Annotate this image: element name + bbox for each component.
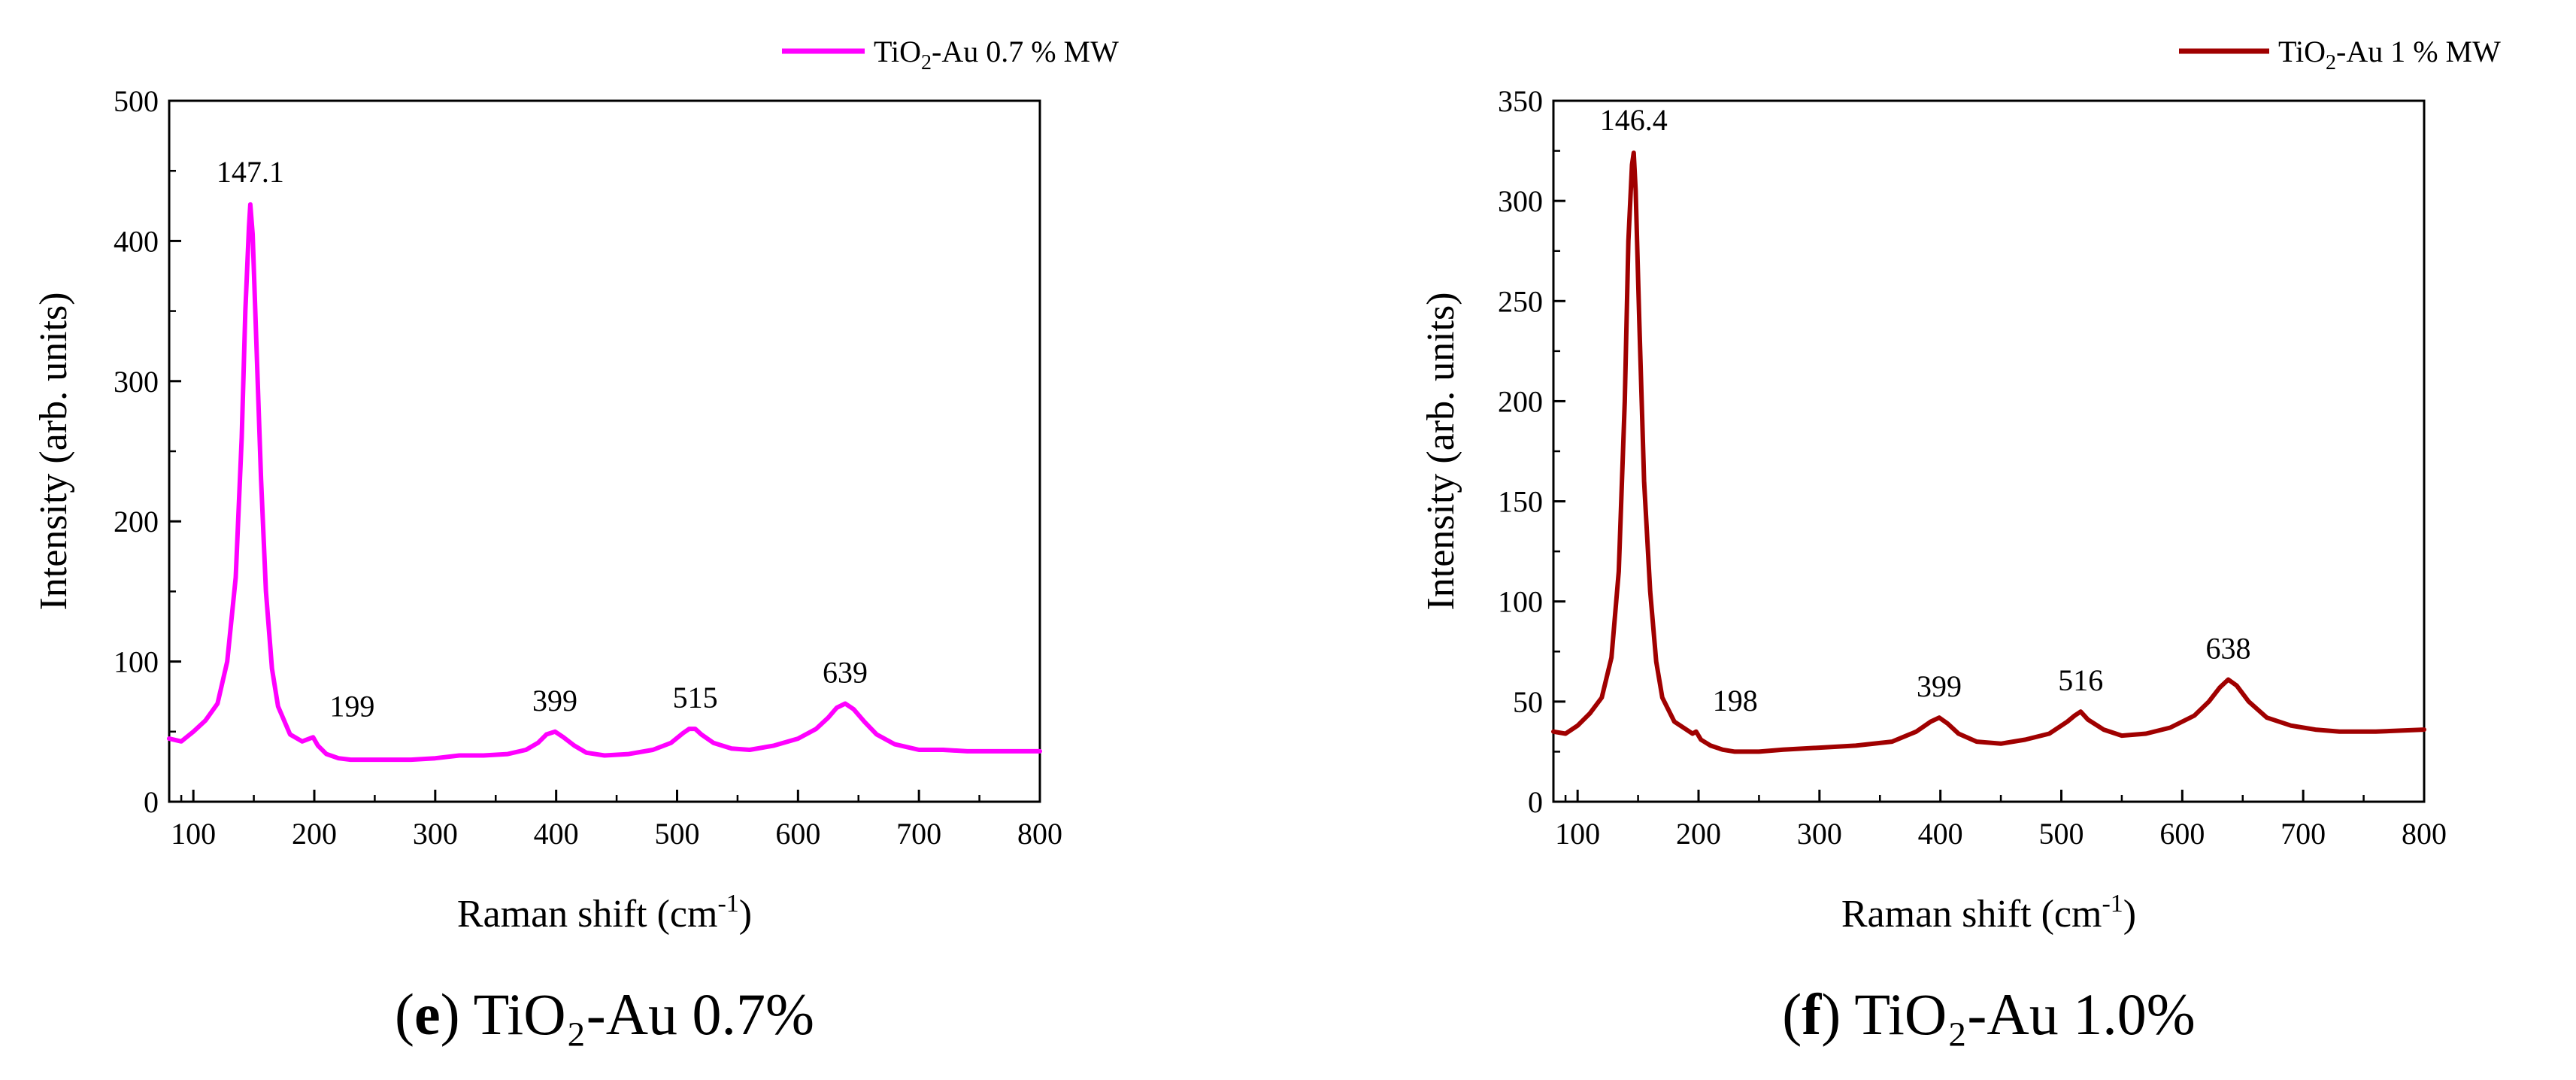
plot-frame — [1552, 99, 2426, 803]
panel-caption: (e) TiO₂-Au 0.7% — [395, 981, 814, 1047]
x-axis-title-superscript: -1 — [717, 890, 738, 918]
y-tick-label: 0 — [144, 785, 159, 819]
x-axis-title: Raman shift (cm-1) — [1841, 890, 2136, 936]
caption-text: TiO₂-Au 1.0% — [1854, 981, 2195, 1047]
y-tick-label: 500 — [114, 84, 159, 118]
peak-label: 515 — [673, 681, 718, 714]
raman-chart-e: 100 200 300 400 500 600 700 800 0 100 200 300 400 500… — [32, 35, 1119, 1047]
legend-label-prefix: TiO — [2278, 35, 2326, 68]
x-tick-label: 500 — [655, 817, 700, 851]
x-tick-label: 700 — [2281, 817, 2326, 851]
legend-label-subscript: 2 — [921, 51, 932, 74]
y-tick-label: 150 — [1498, 485, 1543, 519]
peak-label: 516 — [2058, 663, 2103, 697]
y-tick-label: 100 — [1498, 585, 1543, 619]
x-tick-label: 500 — [2039, 817, 2084, 851]
y-tick-label: 200 — [1498, 384, 1543, 418]
legend-label: TiO2-Au 1 % MW — [2278, 35, 2501, 74]
x-tick-label: 100 — [171, 817, 216, 851]
caption-paren-open: ( — [1782, 981, 1802, 1047]
caption-letter: e — [414, 981, 441, 1047]
peak-label: 199 — [329, 689, 374, 723]
x-tick-label: 200 — [1676, 817, 1721, 851]
legend-label-suffix: -Au 1 % MW — [2336, 35, 2501, 68]
caption-text: TiO₂-Au 0.7% — [474, 981, 814, 1047]
x-tick-label: 700 — [896, 817, 941, 851]
x-axis-title: Raman shift (cm-1) — [457, 890, 752, 936]
series-line — [167, 202, 1042, 763]
peak-label: 639 — [823, 656, 868, 690]
caption-paren-close: ) — [441, 981, 474, 1047]
x-axis-title-end: ) — [739, 893, 752, 936]
y-tick-label: 50 — [1513, 685, 1543, 719]
y-axis-title: Intensity (arb. units) — [1420, 292, 1462, 610]
x-tick-label: 400 — [1918, 817, 1963, 851]
peak-label: 146.4 — [1600, 103, 1668, 137]
y-axis-title: Intensity (arb. units) — [32, 292, 75, 610]
x-tick-label: 800 — [2402, 817, 2447, 851]
y-tick-label: 100 — [114, 645, 159, 679]
y-tick-label: 300 — [114, 365, 159, 399]
x-tick-label: 300 — [413, 817, 458, 851]
x-tick-label: 800 — [1017, 817, 1062, 851]
y-tick-label: 350 — [1498, 84, 1543, 118]
caption-letter: f — [1802, 981, 1822, 1047]
x-tick-label: 100 — [1555, 817, 1600, 851]
x-tick-label: 200 — [292, 817, 337, 851]
chart-panel-e: 100 200 300 400 500 600 700 800 0 100 200 300 400 500… — [32, 35, 1119, 1047]
caption-paren-open: ( — [395, 981, 414, 1047]
y-tick-label: 250 — [1498, 284, 1543, 318]
raman-chart-f: 100 200 300 400 500 600 700 800 0 50 100 150 200 250 3… — [1420, 35, 2501, 1047]
x-axis-title-main: Raman shift (cm — [1841, 893, 2102, 936]
x-axis-title-superscript: -1 — [2102, 890, 2123, 918]
x-tick-label: 300 — [1797, 817, 1842, 851]
series-line — [1551, 150, 2426, 754]
plot-frame — [168, 99, 1041, 803]
panel-caption: (f) TiO₂-Au 1.0% — [1782, 981, 2195, 1047]
y-tick-label: 300 — [1498, 184, 1543, 218]
legend-label-prefix: TiO — [874, 35, 921, 68]
chart-panel-f: 100 200 300 400 500 600 700 800 0 50 100 150 200 250 3… — [1288, 0, 2576, 1080]
caption-paren-close: ) — [1821, 981, 1854, 1047]
y-tick-label: 400 — [114, 224, 159, 258]
x-tick-label: 600 — [775, 817, 820, 851]
peak-label: 198 — [1713, 684, 1758, 717]
peak-label: 638 — [2205, 632, 2250, 666]
peak-label: 147.1 — [217, 155, 284, 189]
peak-label: 399 — [1917, 669, 1962, 703]
peak-label: 399 — [532, 684, 577, 717]
x-tick-label: 600 — [2159, 817, 2205, 851]
legend-label: TiO2-Au 0.7 % MW — [874, 35, 1119, 74]
x-axis-title-end: ) — [2123, 893, 2136, 936]
y-tick-label: 200 — [114, 505, 159, 538]
legend-label-suffix: -Au 0.7 % MW — [932, 35, 1119, 68]
x-tick-label: 400 — [534, 817, 579, 851]
y-tick-label: 0 — [1528, 785, 1543, 819]
x-axis-title-main: Raman shift (cm — [457, 893, 718, 936]
legend-label-subscript: 2 — [2326, 51, 2336, 74]
